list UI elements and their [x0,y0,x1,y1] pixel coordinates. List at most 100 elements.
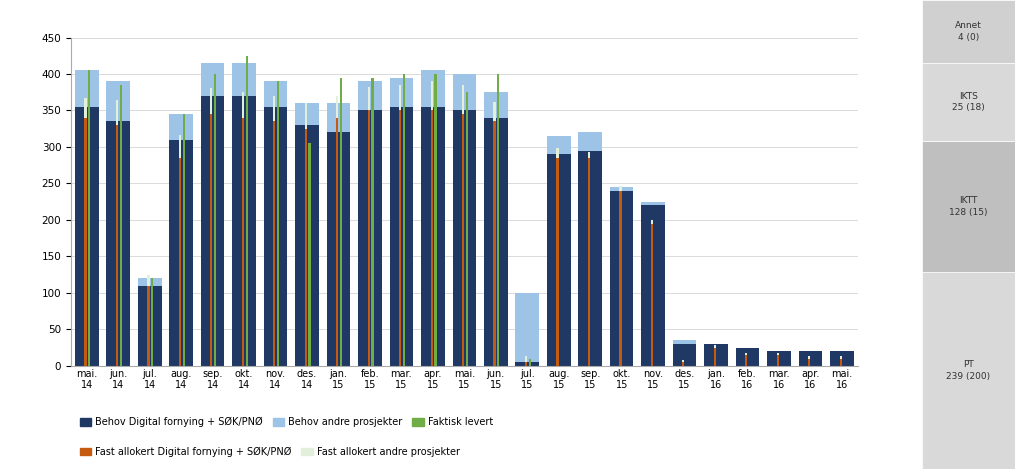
Bar [138,286,161,366]
Bar [170,114,193,140]
Bar [116,125,118,366]
Bar [651,220,653,224]
Bar [367,87,369,111]
Bar [147,275,149,286]
Bar [839,356,841,358]
Bar [273,121,275,366]
Bar [327,103,350,132]
Bar [232,96,256,366]
Bar [183,114,185,366]
Bar [682,360,684,362]
Bar [745,353,747,355]
Bar [403,74,405,366]
Bar [808,356,810,358]
Bar [430,111,432,366]
Bar [264,107,287,366]
Bar [336,96,338,118]
Bar [327,132,350,366]
Bar [358,81,382,111]
Bar [462,85,464,114]
Bar [497,74,499,366]
Bar [516,362,539,366]
Bar [641,202,665,205]
Bar [277,81,279,366]
Bar [295,103,319,125]
Bar [264,81,287,107]
Bar [232,63,256,96]
Bar [336,118,338,366]
Bar [682,362,684,366]
Bar [619,186,621,191]
Bar [107,81,130,121]
Bar [367,111,369,366]
Bar [493,121,495,366]
Bar [525,356,527,362]
Text: Annet
4 (0): Annet 4 (0) [955,21,982,42]
Bar [556,158,558,366]
Bar [147,286,149,366]
Bar [84,118,86,366]
Bar [922,0,1015,63]
Bar [201,96,224,366]
Bar [371,78,374,366]
Text: PT
239 (200): PT 239 (200) [946,360,991,381]
Bar [714,345,716,348]
Bar [421,70,445,107]
Bar [453,74,476,111]
Bar [556,148,558,158]
Bar [776,353,779,355]
Bar [484,92,508,118]
Text: IKTT
128 (15): IKTT 128 (15) [949,196,988,217]
Bar [462,114,464,366]
Bar [304,103,307,129]
Bar [120,85,122,366]
Bar [610,187,633,191]
Bar [170,140,193,366]
Bar [839,358,841,366]
Bar [242,118,244,366]
Bar [484,118,508,366]
Bar [736,348,759,366]
Bar [88,70,90,366]
Bar [151,278,153,366]
Bar [776,355,779,366]
Bar [116,99,118,125]
Bar [588,158,590,366]
Bar [579,132,602,151]
Bar [295,125,319,366]
Bar [922,63,1015,141]
Bar [922,141,1015,272]
Bar [922,272,1015,469]
Bar [399,85,401,111]
Text: 396 FTE levert i mai (233 av disse er innleide konsulenter): 396 FTE levert i mai (233 av disse er in… [889,108,898,361]
Bar [673,344,696,366]
Bar [421,107,445,366]
Bar [610,191,633,366]
Bar [830,351,854,366]
Bar [107,121,130,366]
Bar [525,362,527,366]
Bar [516,293,539,362]
Bar [745,355,747,366]
Bar [84,98,86,118]
Bar [704,344,728,366]
Bar [466,92,468,366]
Bar [588,152,590,158]
Bar [529,358,531,366]
Bar [179,135,181,158]
Bar [75,70,98,107]
Bar [214,74,216,366]
Bar [309,144,311,366]
Bar [579,151,602,366]
Bar [273,96,275,121]
Bar [340,78,342,366]
Bar [358,111,382,366]
Bar [390,107,413,366]
Bar [201,63,224,96]
Bar [75,107,98,366]
Bar [242,91,244,118]
Bar [246,56,248,366]
Text: IKTS
25 (18): IKTS 25 (18) [952,91,985,113]
Bar [547,154,570,366]
Bar [714,348,716,366]
